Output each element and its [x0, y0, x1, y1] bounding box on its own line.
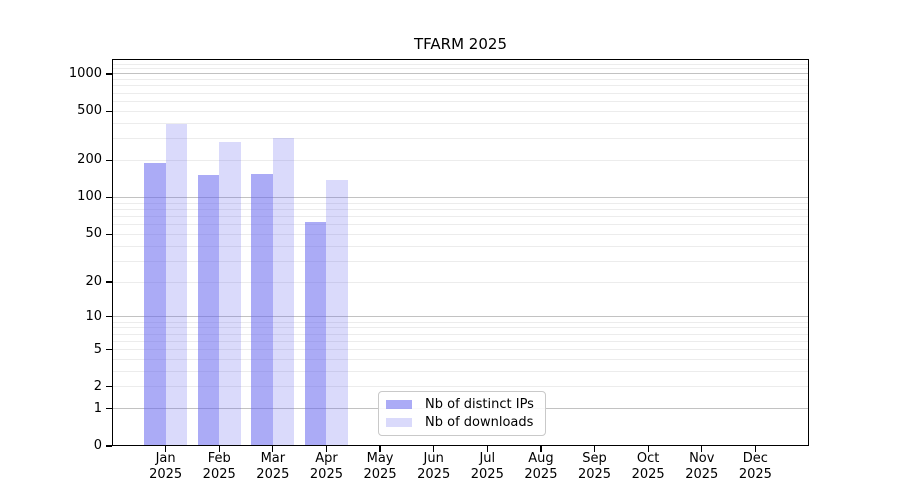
gridline-minor — [113, 233, 808, 235]
gridline-major — [113, 316, 808, 318]
y-tick-label: 500 — [77, 103, 102, 119]
gridline-minor — [113, 208, 808, 210]
y-tick-label: 100 — [77, 189, 102, 205]
y-tick-mark — [106, 316, 112, 318]
legend-swatch-downloads — [386, 417, 412, 427]
y-tick-label: 1 — [93, 400, 102, 416]
x-tick-mark — [754, 446, 756, 452]
x-tick-mark — [433, 446, 435, 452]
gridline-minor — [113, 260, 808, 262]
y-tick-mark — [106, 281, 112, 283]
gridline-minor — [113, 327, 808, 329]
y-tick-mark — [106, 445, 112, 447]
gridline-major — [113, 73, 808, 75]
bar-distinct-ips — [197, 174, 220, 446]
gridline-minor — [113, 349, 808, 350]
y-tick-label: 50 — [85, 226, 102, 242]
bar-distinct-ips — [304, 222, 327, 446]
x-tick-mark — [379, 446, 381, 452]
gridline-minor — [113, 138, 808, 140]
gridline-minor — [113, 333, 808, 335]
x-tick-label: Feb 2025 — [202, 451, 236, 482]
bar-downloads — [219, 142, 241, 446]
x-tick-label: Nov 2025 — [685, 451, 719, 482]
x-tick-mark — [165, 446, 167, 452]
y-tick-label: 5 — [93, 341, 102, 357]
bar-downloads — [165, 124, 188, 446]
gridline-minor — [113, 92, 808, 94]
y-tick-label: 2 — [93, 378, 102, 394]
x-tick-label: Oct 2025 — [631, 451, 665, 482]
y-tick-mark — [106, 386, 112, 388]
plot-frame — [112, 59, 809, 446]
gridline-minor — [113, 281, 808, 283]
bar-distinct-ips — [251, 173, 273, 446]
y-tick-mark — [106, 348, 112, 351]
gridline-minor — [113, 100, 808, 102]
gridline-minor — [113, 110, 808, 112]
gridline-minor — [113, 358, 808, 360]
y-tick-mark — [106, 73, 112, 75]
x-tick-label: Apr 2025 — [309, 451, 343, 482]
legend-label-downloads: Nb of downloads — [425, 414, 534, 430]
gridline-minor — [113, 245, 808, 247]
gridline-minor — [113, 63, 808, 65]
x-tick-label: Jul 2025 — [470, 451, 504, 482]
x-tick-label: Aug 2025 — [524, 451, 558, 482]
chart-title: TFARM 2025 — [414, 35, 507, 53]
x-tick-mark — [486, 446, 488, 452]
legend-swatch-distinct-ips — [386, 400, 412, 410]
x-tick-label: Mar 2025 — [256, 451, 290, 482]
y-tick-label: 0 — [93, 438, 102, 453]
y-tick-label: 1000 — [68, 65, 102, 81]
gridline-minor — [113, 340, 808, 342]
x-tick-label: Dec 2025 — [738, 451, 772, 482]
x-tick-mark — [272, 446, 274, 452]
legend-item-distinct-ips: Nb of distinct IPs — [386, 397, 537, 412]
gridline-minor — [113, 370, 808, 372]
y-tick-mark — [106, 408, 112, 410]
x-tick-label: Jan 2025 — [149, 451, 183, 482]
bar-downloads — [272, 137, 295, 446]
gridline-minor — [113, 215, 808, 217]
x-tick-mark — [540, 446, 542, 452]
x-tick-mark — [218, 446, 220, 452]
x-tick-mark — [325, 446, 328, 452]
x-tick-mark — [593, 446, 596, 452]
legend-label-distinct-ips: Nb of distinct IPs — [425, 397, 534, 413]
y-tick-label: 20 — [85, 274, 102, 290]
gridline-minor — [113, 122, 808, 124]
x-tick-label: Jun 2025 — [417, 451, 451, 482]
legend-item-downloads: Nb of downloads — [386, 415, 537, 430]
y-tick-mark — [106, 159, 112, 161]
gridline-minor — [113, 202, 808, 204]
gridline-major — [113, 196, 808, 198]
x-tick-mark — [647, 446, 649, 452]
legend: Nb of distinct IPs Nb of downloads — [378, 391, 546, 436]
gridline-minor — [113, 159, 808, 161]
x-tick-label: May 2025 — [363, 451, 397, 482]
gridline-minor — [113, 85, 808, 87]
bar-distinct-ips — [144, 162, 166, 446]
y-tick-mark — [106, 110, 112, 112]
gridline-minor — [113, 79, 808, 81]
y-tick-label: 10 — [85, 308, 102, 324]
bar-downloads — [326, 179, 348, 446]
x-tick-mark — [701, 446, 703, 452]
y-tick-mark — [106, 233, 112, 235]
gridline-minor — [113, 321, 808, 323]
y-tick-mark — [106, 196, 112, 199]
x-tick-label: Sep 2025 — [577, 451, 612, 482]
gridline-minor — [113, 68, 808, 70]
y-tick-label: 200 — [77, 152, 102, 168]
gridline-minor — [113, 386, 808, 388]
gridline-minor — [113, 224, 808, 226]
